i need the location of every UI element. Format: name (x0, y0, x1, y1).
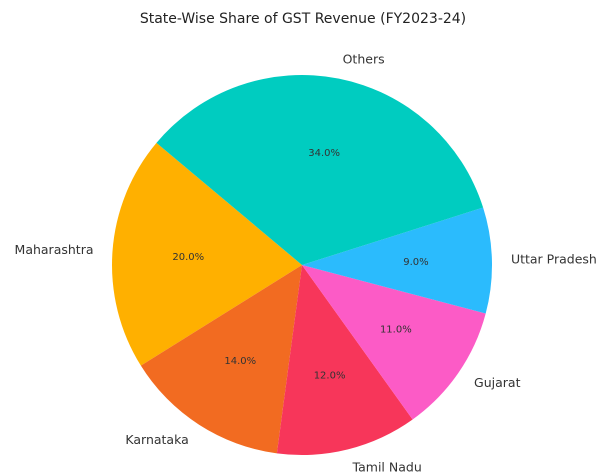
slice-name-label: Maharashtra (15, 242, 94, 257)
pie-slice (112, 142, 303, 366)
slice-name-label: Karnataka (125, 432, 188, 447)
slice-percent-label: 11.0% (380, 325, 412, 336)
slice-percent-label: 20.0% (172, 252, 204, 263)
slice-percent-label: 34.0% (308, 148, 340, 159)
slice-percent-label: 9.0% (403, 257, 428, 268)
pie-slice (302, 265, 486, 420)
slice-percent-label: 12.0% (314, 371, 346, 382)
slice-percent-label: 14.0% (224, 356, 256, 367)
slice-name-label: Tamil Nadu (352, 459, 422, 474)
chart-title: State-Wise Share of GST Revenue (FY2023-… (140, 11, 466, 27)
pie-slice (302, 207, 493, 314)
pie-slice (276, 265, 413, 456)
pie-slice (140, 265, 302, 454)
slice-name-label: Uttar Pradesh (511, 251, 597, 266)
slice-name-label: Gujarat (474, 375, 521, 390)
pie-slice (156, 75, 484, 265)
slice-name-label: Others (343, 51, 385, 66)
